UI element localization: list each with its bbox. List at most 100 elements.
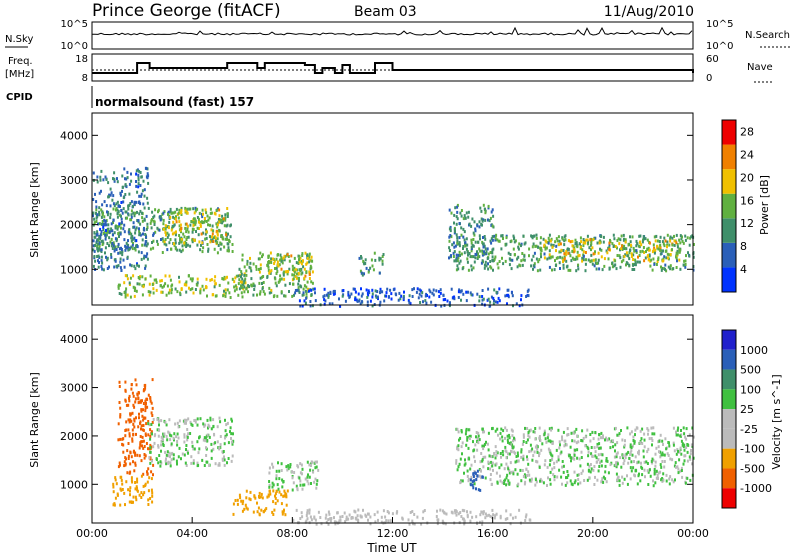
power-colorbar-swatch bbox=[722, 169, 736, 194]
velocity-colorbar-swatch bbox=[722, 409, 736, 429]
velocity-echo-region bbox=[117, 378, 155, 477]
power-y-tick-label: 2000 bbox=[60, 219, 88, 232]
nsky-frame bbox=[91, 21, 694, 50]
nsearch-tick-top: 10^5 bbox=[706, 19, 733, 30]
power-colorbar-swatch bbox=[722, 120, 736, 145]
power-echo-region bbox=[448, 203, 495, 263]
power-echo-region bbox=[92, 166, 150, 272]
power-colorbar: 4 8 12 16 20 24 28 bbox=[721, 119, 754, 293]
nsky-tick-bottom: 10^0 bbox=[61, 41, 88, 52]
velocity-colorbar-swatch bbox=[722, 369, 736, 390]
velocity-echo-region bbox=[147, 416, 235, 468]
velocity-colorbar-tick-label: -100 bbox=[740, 443, 765, 456]
freq-frame bbox=[91, 53, 694, 82]
velocity-x-tick-label: 08:00 bbox=[276, 527, 308, 540]
nsearch-label: N.Search bbox=[745, 30, 790, 41]
velocity-colorbar: 1000 500 100 25 -25 -100 -500 -1000 bbox=[721, 329, 772, 509]
velocity-x-tick-label: 20:00 bbox=[577, 527, 609, 540]
freq-strip: Freq. [MHz] 18 8 60 0 Nave bbox=[5, 53, 774, 84]
velocity-colorbar-tick-label: 1000 bbox=[740, 344, 768, 357]
power-colorbar-tick-label: 8 bbox=[740, 240, 747, 253]
velocity-x-ticks: 00:00 04:00 08:00 12:00 16:00 20:00 00:00 bbox=[76, 517, 709, 540]
power-echo-region bbox=[162, 206, 229, 246]
cpid-label: CPID bbox=[6, 92, 33, 103]
nave-tick-top: 60 bbox=[706, 54, 719, 65]
power-y-tick-label: 4000 bbox=[60, 129, 88, 142]
power-echoes bbox=[92, 166, 695, 308]
velocity-y-label: Slant Range [km] bbox=[28, 372, 41, 468]
freq-trace bbox=[92, 62, 694, 74]
velocity-y-tick-label: 3000 bbox=[60, 382, 88, 395]
velocity-colorbar-tick-label: -25 bbox=[740, 423, 758, 436]
power-colorbar-tick-label: 16 bbox=[740, 194, 754, 207]
freq-unit-label: [MHz] bbox=[5, 69, 34, 80]
power-y-tick-label: 3000 bbox=[60, 174, 88, 187]
velocity-y-tick-label: 4000 bbox=[60, 333, 88, 346]
station-title: Prince George (fitACF) bbox=[92, 1, 281, 21]
power-colorbar-tick-label: 24 bbox=[740, 148, 754, 161]
velocity-echo-region bbox=[292, 508, 532, 526]
velocity-colorbar-tick-label: -500 bbox=[740, 462, 765, 475]
nsky-trace bbox=[91, 26, 693, 36]
nave-label: Nave bbox=[747, 62, 773, 73]
power-y-ticks: 1000 2000 3000 4000 bbox=[60, 129, 693, 276]
nave-tick-bottom: 0 bbox=[706, 73, 712, 84]
power-echo-region bbox=[455, 233, 695, 273]
power-y-tick-label: 1000 bbox=[60, 263, 88, 276]
nsky-label: N.Sky bbox=[5, 34, 33, 45]
velocity-x-tick-label: 00:00 bbox=[677, 527, 709, 540]
velocity-colorbar-tick-label: -1000 bbox=[740, 482, 772, 495]
nsky-tick-top: 10^5 bbox=[61, 19, 88, 30]
power-echo-region bbox=[267, 251, 314, 282]
velocity-echo-region bbox=[112, 474, 154, 507]
velocity-colorbar-label: Velocity [m s^-1] bbox=[770, 374, 783, 469]
velocity-echo-region bbox=[469, 469, 484, 492]
freq-tick-top: 18 bbox=[75, 54, 88, 65]
velocity-colorbar-swatch bbox=[722, 468, 736, 489]
nsky-strip: N.Sky 10^5 10^0 10^5 10^0 N.Search bbox=[5, 19, 790, 52]
velocity-x-tick-label: 04:00 bbox=[176, 527, 208, 540]
velocity-echo-region bbox=[232, 489, 289, 517]
velocity-echo-region bbox=[268, 460, 320, 492]
power-colorbar-label: Power [dB] bbox=[758, 175, 771, 235]
velocity-x-tick-label: 00:00 bbox=[76, 527, 108, 540]
power-echo-region bbox=[294, 287, 530, 308]
velocity-colorbar-swatch bbox=[722, 349, 736, 370]
power-colorbar-tick-label: 12 bbox=[740, 217, 754, 230]
velocity-colorbar-tick-label: 500 bbox=[740, 364, 761, 377]
velocity-y-ticks: 1000 2000 3000 4000 bbox=[60, 333, 693, 491]
power-colorbar-tick-label: 4 bbox=[740, 263, 747, 276]
cpid-row: CPID normalsound (fast) 157 bbox=[6, 86, 254, 109]
power-echo-region bbox=[543, 238, 682, 264]
velocity-echo-region bbox=[455, 426, 695, 488]
freq-tick-bottom: 8 bbox=[82, 73, 88, 84]
power-colorbar-tick-label: 20 bbox=[740, 171, 754, 184]
velocity-colorbar-swatch bbox=[722, 389, 736, 410]
velocity-colorbar-tick-label: 25 bbox=[740, 403, 754, 416]
power-frame bbox=[91, 112, 694, 306]
velocity-colorbar-swatch bbox=[722, 330, 736, 350]
velocity-echoes bbox=[112, 378, 695, 526]
date-title: 11/Aug/2010 bbox=[604, 4, 694, 20]
freq-label: Freq. bbox=[8, 56, 33, 67]
velocity-colorbar-swatch bbox=[722, 448, 736, 469]
power-panel: 1000 2000 3000 4000 Slant Range [km] 4 8 12 16… bbox=[28, 112, 771, 308]
velocity-colorbar-tick-label: 100 bbox=[740, 383, 761, 396]
power-y-label: Slant Range [km] bbox=[28, 162, 41, 258]
velocity-y-tick-label: 2000 bbox=[60, 430, 88, 443]
power-colorbar-tick-label: 28 bbox=[740, 125, 754, 138]
cpid-value: normalsound (fast) 157 bbox=[95, 95, 254, 109]
velocity-frame bbox=[91, 314, 694, 524]
velocity-colorbar-swatch bbox=[722, 488, 736, 508]
power-colorbar-swatch bbox=[722, 242, 736, 268]
velocity-x-tick-label: 12:00 bbox=[377, 527, 409, 540]
power-echo-region bbox=[117, 273, 249, 299]
velocity-colorbar-swatch bbox=[722, 428, 736, 449]
power-colorbar-swatch bbox=[722, 144, 736, 170]
velocity-panel: 1000 2000 3000 4000 00:00 04:00 08:00 12:00 16:… bbox=[28, 314, 783, 554]
power-colorbar-swatch bbox=[722, 218, 736, 243]
power-colorbar-swatch bbox=[722, 193, 736, 219]
velocity-y-tick-label: 1000 bbox=[60, 478, 88, 491]
velocity-x-tick-label: 16:00 bbox=[477, 527, 509, 540]
